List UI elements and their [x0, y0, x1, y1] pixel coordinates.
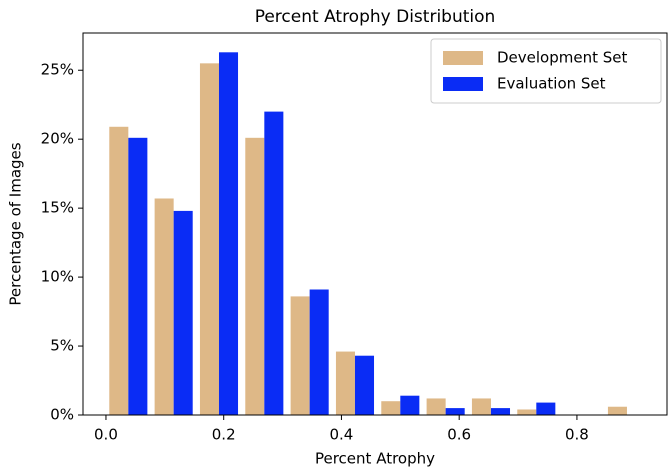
- legend-box: [430, 38, 662, 104]
- bar: [335, 351, 355, 415]
- bar: [354, 355, 375, 415]
- bar: [264, 111, 284, 415]
- bar: [109, 126, 129, 415]
- bar: [154, 198, 174, 415]
- bar: [218, 52, 239, 416]
- x-tick-label: 0.2: [212, 426, 236, 444]
- bar: [607, 406, 627, 415]
- legend-swatch: [443, 51, 483, 65]
- bar: [490, 408, 511, 415]
- bar: [128, 137, 148, 416]
- y-tick-label: 20%: [41, 130, 74, 148]
- bar: [400, 395, 420, 415]
- bar: [173, 210, 193, 415]
- bar: [426, 398, 446, 415]
- bar: [199, 63, 219, 415]
- y-tick-label: 25%: [41, 61, 74, 79]
- y-axis-label: Percentage of Images: [7, 142, 25, 305]
- bar: [471, 398, 491, 415]
- y-tick-label: 5%: [50, 337, 74, 355]
- plot-frame: [82, 32, 668, 416]
- x-axis-label: Percent Atrophy: [315, 450, 435, 468]
- bar: [290, 296, 310, 415]
- x-tick-label: 0.8: [565, 426, 589, 444]
- bar: [245, 137, 265, 416]
- y-tick-label: 10%: [41, 268, 74, 286]
- legend-swatch: [443, 77, 483, 91]
- bar: [309, 289, 329, 415]
- y-tick-label: 0%: [50, 406, 74, 424]
- bar: [517, 409, 537, 415]
- legend-label: Development Set: [497, 49, 627, 67]
- bar: [381, 401, 401, 415]
- legend-label: Evaluation Set: [497, 75, 606, 93]
- x-tick-label: 0.4: [330, 426, 354, 444]
- y-tick-label: 15%: [41, 199, 74, 217]
- x-tick-label: 0.6: [447, 426, 471, 444]
- chart-title: Percent Atrophy Distribution: [255, 7, 496, 27]
- bar: [536, 402, 556, 415]
- x-tick-label: 0.0: [94, 426, 118, 444]
- bar: [445, 408, 465, 415]
